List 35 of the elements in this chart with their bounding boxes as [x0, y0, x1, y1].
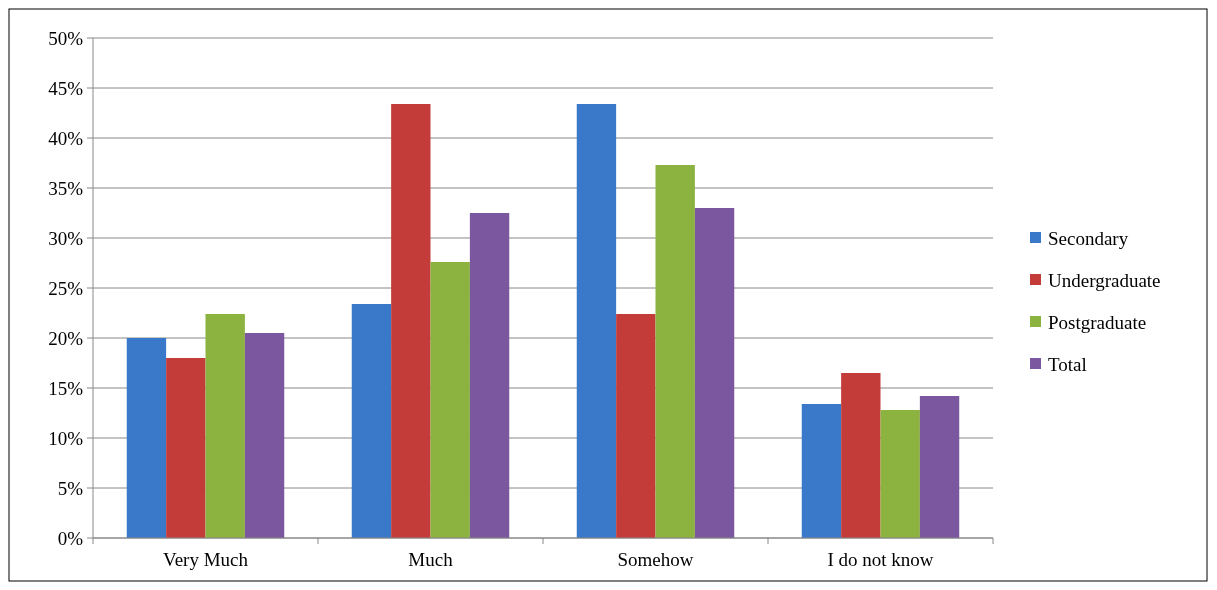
- x-tick-label: Somehow: [617, 549, 694, 570]
- y-tick-label: 10%: [48, 427, 84, 449]
- legend-label: Total: [1048, 353, 1087, 375]
- y-tick-label: 15%: [48, 377, 84, 399]
- bar: [469, 213, 510, 538]
- y-tick-label: 25%: [48, 277, 84, 299]
- bar: [205, 314, 245, 538]
- legend-label: Undergraduate: [1048, 269, 1161, 291]
- bar: [655, 165, 695, 538]
- bar: [126, 338, 167, 538]
- bar: [801, 404, 842, 538]
- y-tick-label: 0%: [57, 527, 84, 549]
- bar: [880, 410, 920, 538]
- y-tick-label: 45%: [48, 77, 84, 99]
- y-tick-label: 50%: [48, 27, 84, 49]
- bar: [919, 396, 960, 538]
- bar: [430, 262, 470, 538]
- bar: [351, 304, 392, 538]
- y-tick-label: 35%: [48, 177, 84, 199]
- bar: [244, 333, 285, 538]
- x-tick-label: Much: [408, 549, 454, 570]
- bar: [391, 104, 431, 538]
- y-tick-label: 20%: [48, 327, 84, 349]
- bar: [694, 208, 735, 538]
- bar: [616, 314, 656, 538]
- x-tick-label: Very Much: [163, 549, 249, 570]
- y-tick-label: 30%: [48, 227, 84, 249]
- x-tick-label: I do not know: [827, 549, 934, 570]
- bar: [841, 373, 881, 538]
- bar: [166, 358, 206, 538]
- legend-label: Secondary: [1048, 227, 1129, 249]
- y-tick-label: 5%: [57, 477, 84, 499]
- bar: [576, 104, 617, 538]
- legend-label: Postgraduate: [1048, 311, 1147, 333]
- y-tick-label: 40%: [48, 127, 84, 149]
